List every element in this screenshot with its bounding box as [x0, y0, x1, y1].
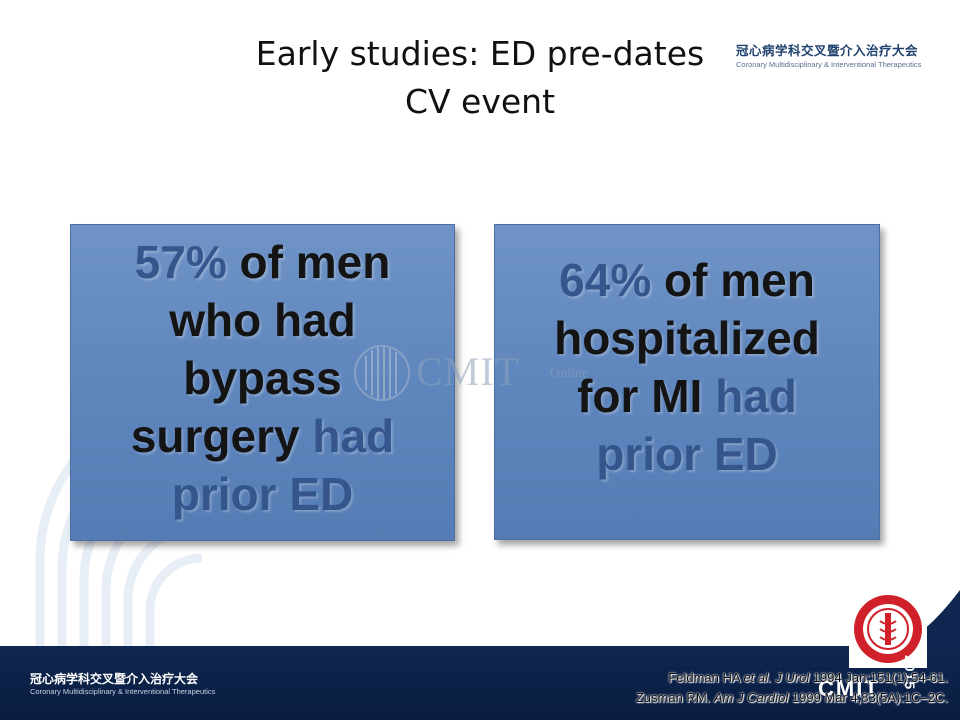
- conference-brand-top: 冠心病学科交叉暨介入治疗大会 Coronary Multidisciplinar…: [736, 40, 936, 69]
- footer-brand-cn: 冠心病学科交叉暨介入治疗大会: [30, 672, 199, 686]
- reference-1: Feldman HA et al. J Urol 1994 Jan;151(1)…: [488, 670, 948, 685]
- ref-citation: 1999 Mar 4;83(5A):1C–2C.: [788, 690, 948, 705]
- corner-wave-decoration: [900, 590, 960, 650]
- stat-box-line: who had: [169, 293, 356, 346]
- stat-box-bypass: 57% of men who had bypass surgery had pr…: [70, 224, 455, 541]
- stat-box-line: hospitalized: [554, 312, 820, 364]
- stat-emphasis: had: [715, 370, 797, 422]
- hospital-seal: [849, 590, 927, 668]
- stat-box-mi: 64% of men hospitalized for MI had prior…: [494, 224, 880, 540]
- reference-2: Zusman RM. Am J Cardiol 1999 Mar 4;83(5A…: [488, 690, 948, 705]
- brand-cn-text: 冠心病学科交叉暨介入治疗大会: [736, 43, 919, 58]
- stat-box-line: 64% of men: [559, 251, 815, 309]
- stat-box-line: prior ED: [596, 428, 778, 480]
- stat-percent: 64%: [559, 254, 652, 306]
- stat-text: of men: [226, 235, 391, 288]
- ref-etal: et al.: [743, 670, 772, 685]
- cmit-footer-logo: CMIT: [818, 676, 880, 701]
- stat-box-line: surgery had: [131, 407, 394, 465]
- ref-author: Feldman HA: [668, 670, 744, 685]
- stat-emphasis: had: [312, 409, 395, 462]
- slide-title-line2: CV event: [404, 82, 556, 121]
- stat-percent: 57%: [134, 235, 227, 288]
- stat-text: of men: [651, 254, 815, 306]
- ref-citation: 1994 Jan;151(1):54-61.: [809, 670, 948, 685]
- ref-journal: J Urol: [775, 670, 810, 685]
- footer-bar: 冠心病学科交叉暨介入治疗大会 Coronary Multidisciplinar…: [0, 646, 960, 720]
- footer-brand-en: Coronary Multidisciplinary & Interventio…: [30, 687, 216, 696]
- stat-box-line: for MI had: [577, 367, 797, 425]
- stat-box-line: bypass: [183, 351, 342, 404]
- hospital-seal-icon: [854, 595, 922, 663]
- stat-text: for MI: [577, 370, 716, 422]
- ref-author: Zusman RM.: [635, 690, 714, 705]
- slide-title: Early studies: ED pre-dates CV event: [240, 30, 720, 126]
- stat-box-line: 57% of men: [135, 233, 391, 291]
- ref-journal: Am J Cardiol: [713, 690, 789, 705]
- stat-box-line: prior ED: [171, 467, 354, 520]
- stat-text: surgery: [130, 409, 313, 462]
- brand-en-text: Coronary Multidisciplinary & Interventio…: [736, 60, 922, 69]
- slide-title-line1: Early studies: ED pre-dates: [255, 34, 705, 73]
